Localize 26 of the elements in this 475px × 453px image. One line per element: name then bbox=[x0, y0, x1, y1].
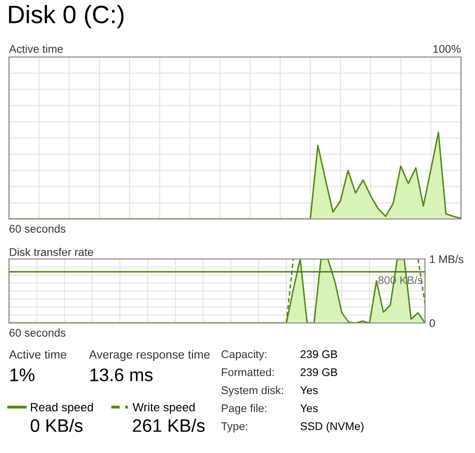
y-tick-label: 0 bbox=[430, 319, 435, 328]
text: Yes bbox=[300, 386, 318, 394]
chart-title: Disk 0 (C:) bbox=[9, 5, 124, 28]
text: Active time bbox=[9, 350, 66, 359]
text: Formatted: bbox=[222, 368, 274, 376]
text: Capacity: bbox=[222, 350, 266, 360]
text: 60 seconds bbox=[10, 224, 66, 233]
text: Yes bbox=[300, 404, 318, 412]
text: Average response time bbox=[89, 350, 210, 362]
text: 0 KB/s bbox=[30, 418, 83, 432]
text: SSD (NVMe) bbox=[300, 422, 364, 432]
text: 100% bbox=[433, 44, 461, 53]
text: System disk: bbox=[222, 386, 283, 396]
legend-label: Read speed bbox=[30, 402, 93, 414]
text: 239 GB bbox=[300, 350, 338, 358]
legend-label: Write speed bbox=[132, 402, 195, 414]
text: 239 GB bbox=[300, 368, 338, 376]
text: 60 seconds bbox=[10, 328, 66, 337]
text: 1% bbox=[10, 368, 34, 382]
y-tick-label: 1 MB/s bbox=[430, 254, 464, 264]
chart-subtitle: Disk transfer rate bbox=[10, 248, 94, 256]
chart-subtitle: Active time bbox=[9, 44, 63, 53]
text: 13.6 ms bbox=[90, 368, 153, 382]
text: 261 KB/s bbox=[132, 418, 205, 432]
text: Type: bbox=[221, 422, 248, 432]
text: Page file: bbox=[222, 404, 266, 414]
